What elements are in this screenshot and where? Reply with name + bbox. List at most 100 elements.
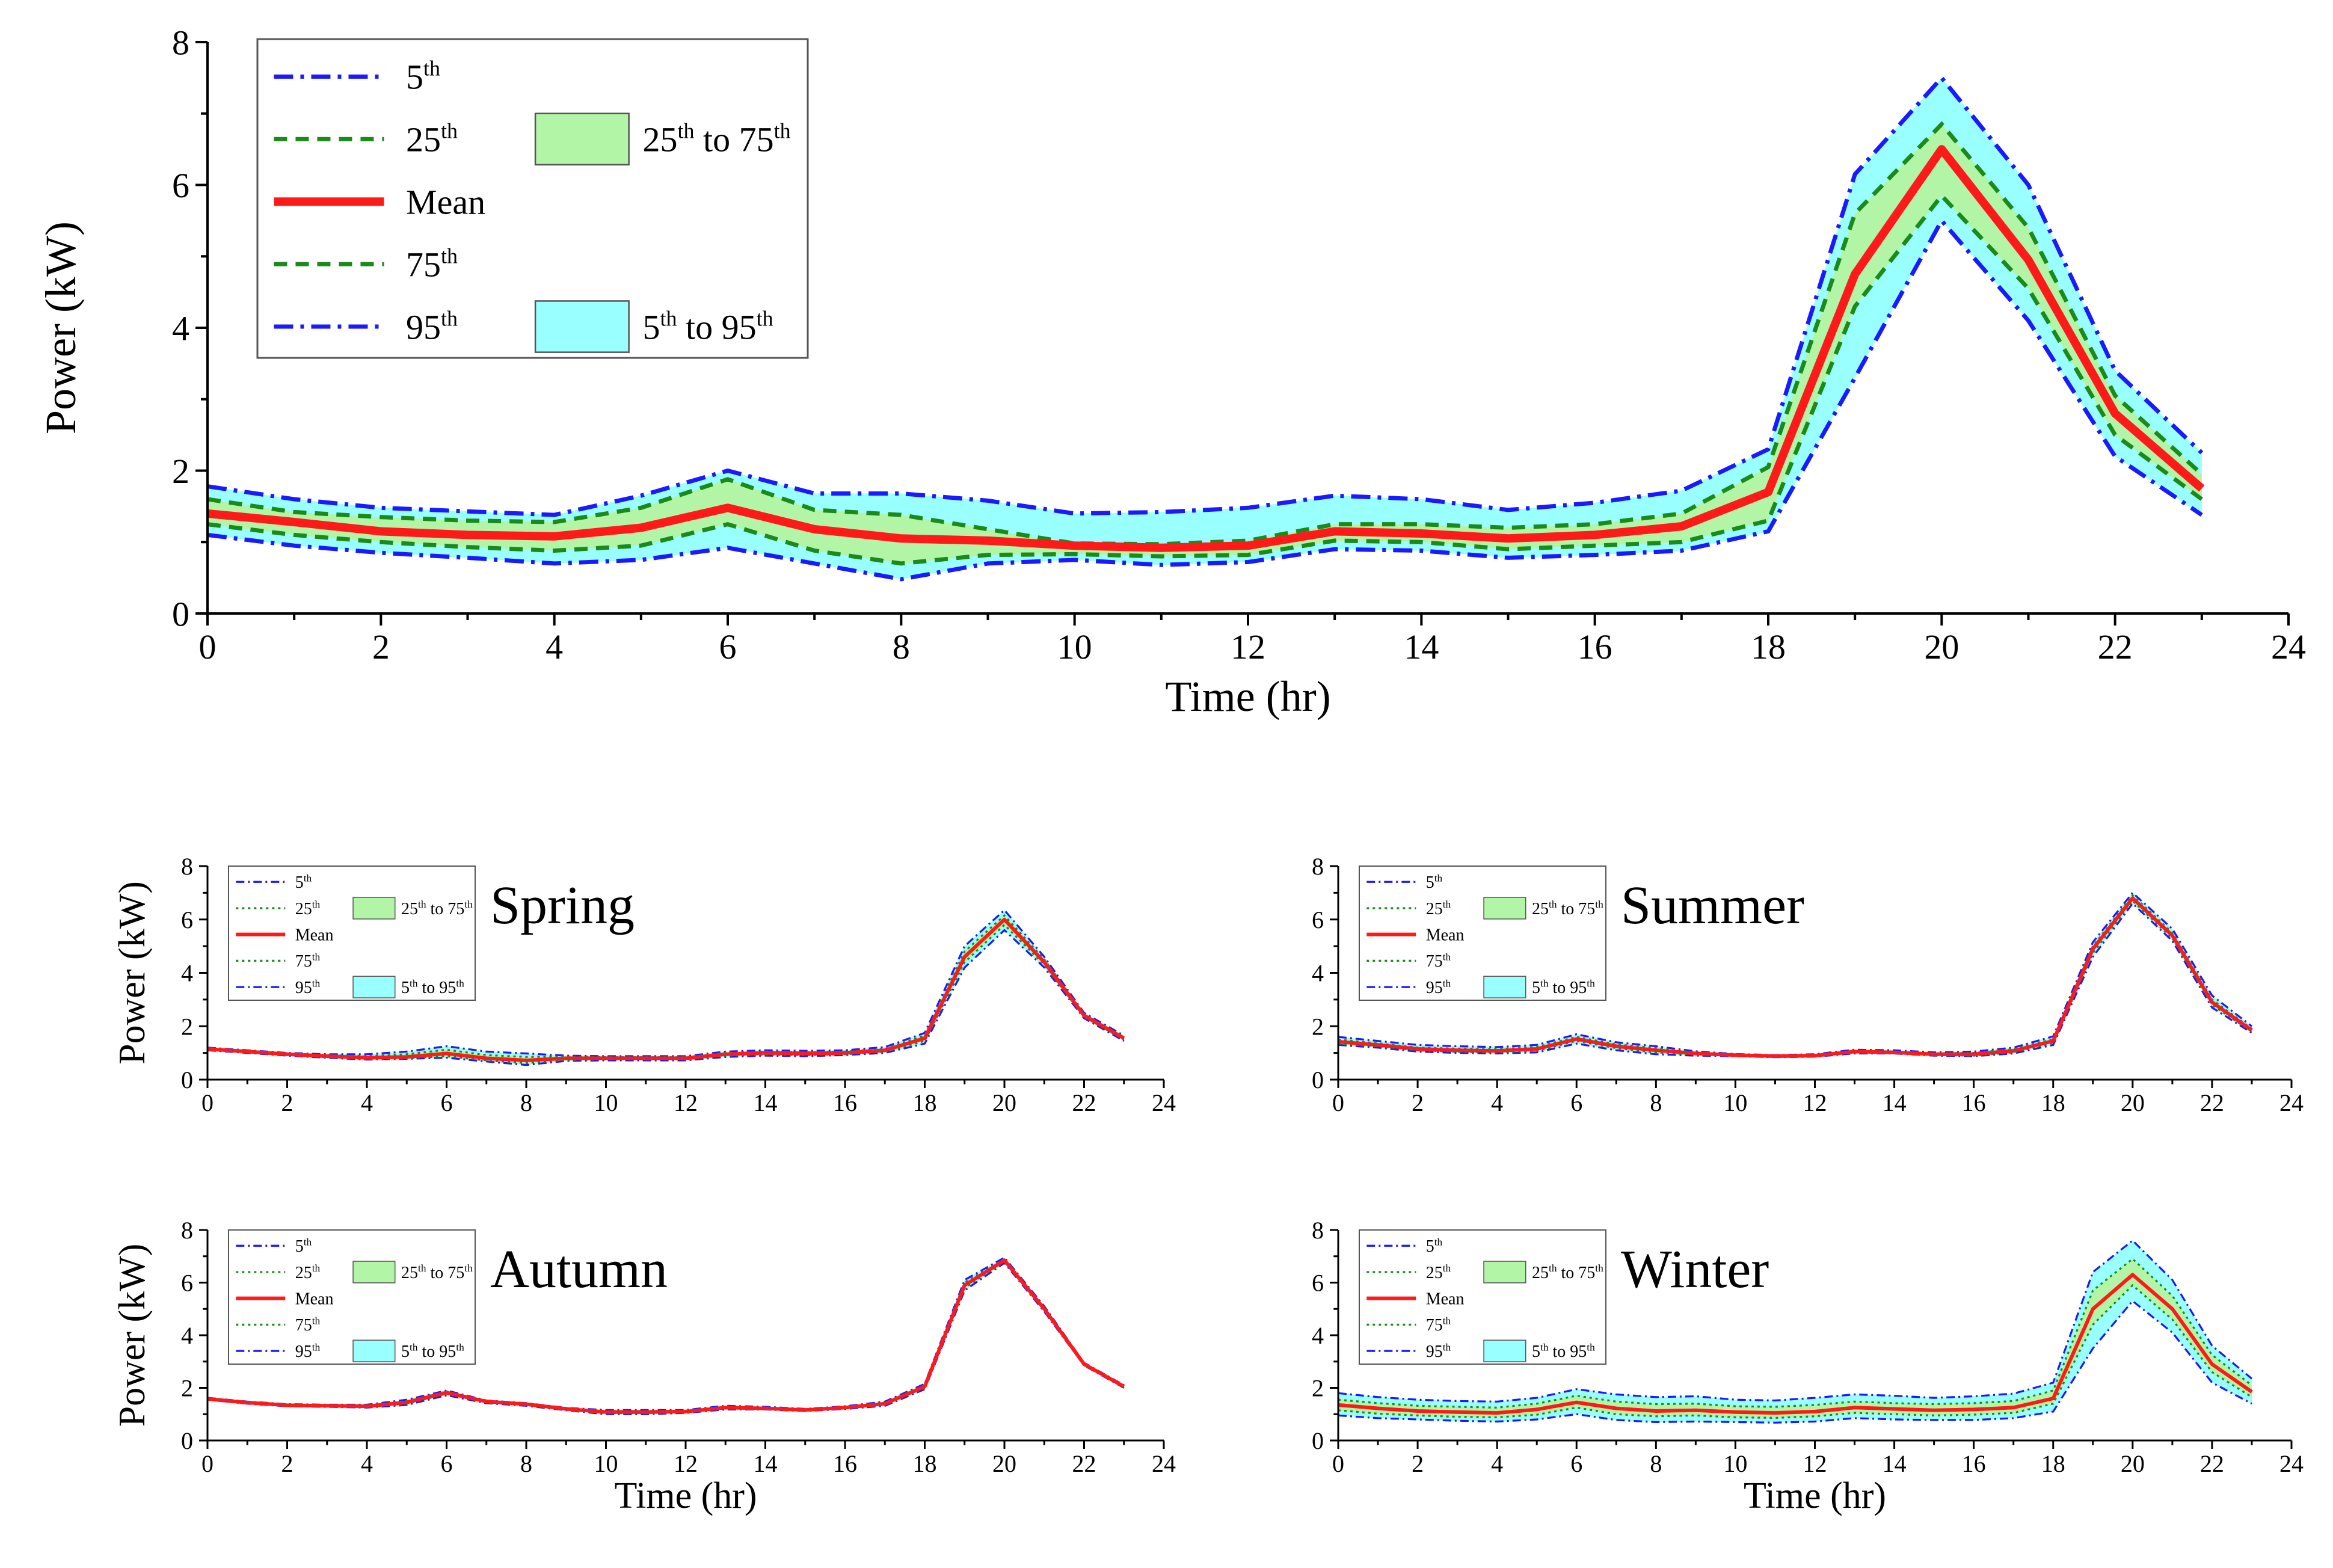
y-tick-label: 6 <box>172 166 189 205</box>
x-tick-label: 6 <box>441 1450 453 1477</box>
chart-title: Winter <box>1621 1240 1769 1299</box>
x-tick-label: 8 <box>1650 1089 1662 1116</box>
y-tick-label: 2 <box>181 1013 193 1040</box>
x-tick-label: 20 <box>992 1450 1016 1477</box>
x-tick-label: 0 <box>199 627 217 666</box>
y-tick-label: 4 <box>1312 960 1324 987</box>
legend-label-mean: Mean <box>1426 926 1465 944</box>
y-tick-label: 0 <box>172 594 189 633</box>
x-tick-label: 0 <box>201 1450 214 1477</box>
x-tick-label: 0 <box>1332 1089 1344 1116</box>
x-tick-label: 2 <box>281 1450 294 1477</box>
series-mean-line <box>207 1258 1125 1414</box>
x-tick-label: 22 <box>2098 627 2133 666</box>
x-tick-label: 24 <box>1152 1450 1176 1477</box>
y-tick-label: 8 <box>181 1217 193 1244</box>
y-tick-label: 4 <box>1312 1322 1324 1349</box>
legend-label-p5: 5th <box>1426 872 1443 892</box>
x-tick-label: 18 <box>1751 627 1786 666</box>
legend-label-mean: Mean <box>406 182 485 221</box>
x-tick-label: 22 <box>1072 1450 1096 1477</box>
legend-label-band-5-95: 5th to 95th <box>401 1341 464 1361</box>
chart-title: Autumn <box>490 1240 668 1299</box>
y-tick-label: 6 <box>1312 1270 1324 1297</box>
x-tick-label: 8 <box>520 1450 532 1477</box>
legend-swatch-band-5-95 <box>1483 976 1526 998</box>
x-tick-label: 24 <box>2279 1089 2304 1116</box>
x-tick-label: 10 <box>1723 1089 1747 1116</box>
y-tick-label: 0 <box>181 1066 193 1093</box>
x-tick-label: 6 <box>719 627 737 666</box>
x-tick-label: 14 <box>1883 1089 1907 1116</box>
legend-swatch-band-5-95 <box>352 976 396 998</box>
x-tick-label: 10 <box>1057 627 1092 666</box>
y-tick-label: 0 <box>1312 1427 1324 1454</box>
y-tick-label: 4 <box>181 1322 193 1349</box>
legend-label-p95: 95th <box>1426 1341 1451 1361</box>
x-tick-label: 22 <box>2200 1450 2224 1477</box>
legend-label-p75: 75th <box>1426 952 1451 971</box>
x-tick-label: 4 <box>546 627 563 666</box>
y-tick-label: 0 <box>181 1427 193 1454</box>
y-axis-label: Power (kW) <box>112 1244 153 1427</box>
x-tick-label: 10 <box>1723 1450 1747 1477</box>
series-95th-line <box>1338 1239 2253 1403</box>
band-5-95 <box>1338 1240 2252 1423</box>
series-75th-line <box>207 1258 1125 1412</box>
series-95th-line <box>207 908 1125 1057</box>
x-tick-label: 16 <box>1962 1450 1986 1477</box>
x-tick-label: 12 <box>674 1089 698 1116</box>
legend: 5th 25th Mean 75th 95th 25th to 75th 5th to 95… <box>1359 865 1606 1001</box>
chart-title: Spring <box>490 876 635 935</box>
x-tick-label: 20 <box>1924 627 1959 666</box>
legend-label-band-25-75: 25th to 75th <box>1532 899 1603 918</box>
legend-label-band-25-75: 25th to 75th <box>401 1262 473 1282</box>
legend-swatch-band-25-75 <box>1483 897 1526 920</box>
legend: 5th 25th Mean 75th 95th 25th to 75th 5th to 95… <box>228 1229 476 1365</box>
legend-swatch-band-5-95 <box>534 300 630 353</box>
x-tick-label: 20 <box>2121 1089 2145 1116</box>
x-tick-label: 0 <box>1332 1450 1344 1477</box>
x-tick-label: 24 <box>1152 1089 1176 1116</box>
series-25th-line <box>1338 1284 2252 1419</box>
x-tick-label: 6 <box>1570 1089 1582 1116</box>
y-tick-label: 2 <box>181 1375 193 1402</box>
legend-label-band-25-75: 25th to 75th <box>643 119 791 159</box>
series-25th-line <box>207 192 2203 566</box>
x-tick-label: 4 <box>1491 1450 1503 1477</box>
legend-label-p75: 75th <box>1426 1315 1451 1335</box>
x-tick-label: 16 <box>1962 1089 1986 1116</box>
legend-label-band-5-95: 5th to 95th <box>401 977 464 997</box>
x-tick-label: 10 <box>594 1450 618 1477</box>
legend-label-mean: Mean <box>1426 1290 1465 1308</box>
y-tick-label: 4 <box>172 309 189 348</box>
series-mean-line <box>1338 896 2253 1058</box>
x-tick-label: 22 <box>2200 1089 2224 1116</box>
x-tick-label: 24 <box>2279 1450 2304 1477</box>
legend-label-band-25-75: 25th to 75th <box>401 899 473 918</box>
legend-label-band-5-95: 5th to 95th <box>643 306 773 346</box>
legend-label-p25: 25th <box>295 1262 321 1282</box>
series-5th-line <box>1338 1299 2252 1424</box>
legend-label-p5: 5th <box>1426 1236 1443 1256</box>
chart-summer: 0 2 4 6 8 10 12 14 16 18 20 22 2402468Summer5th25thM… <box>1312 853 2304 1116</box>
x-tick-label: 18 <box>2041 1450 2065 1477</box>
series-mean-line <box>207 145 2205 552</box>
legend-label-p25: 25th <box>406 119 458 159</box>
x-tick-label: 14 <box>754 1089 778 1116</box>
x-tick-label: 10 <box>594 1089 618 1116</box>
x-tick-label: 20 <box>992 1089 1016 1116</box>
x-tick-label: 12 <box>1803 1089 1827 1116</box>
series-mean-line <box>207 917 1125 1062</box>
x-tick-label: 8 <box>1650 1450 1662 1477</box>
y-axis-label: Power (kW) <box>112 881 153 1065</box>
y-tick-label: 2 <box>172 452 189 491</box>
y-tick-label: 6 <box>1312 906 1324 933</box>
x-tick-label: 6 <box>441 1089 453 1116</box>
x-tick-label: 8 <box>520 1089 532 1116</box>
legend-label-p25: 25th <box>1426 1262 1451 1282</box>
